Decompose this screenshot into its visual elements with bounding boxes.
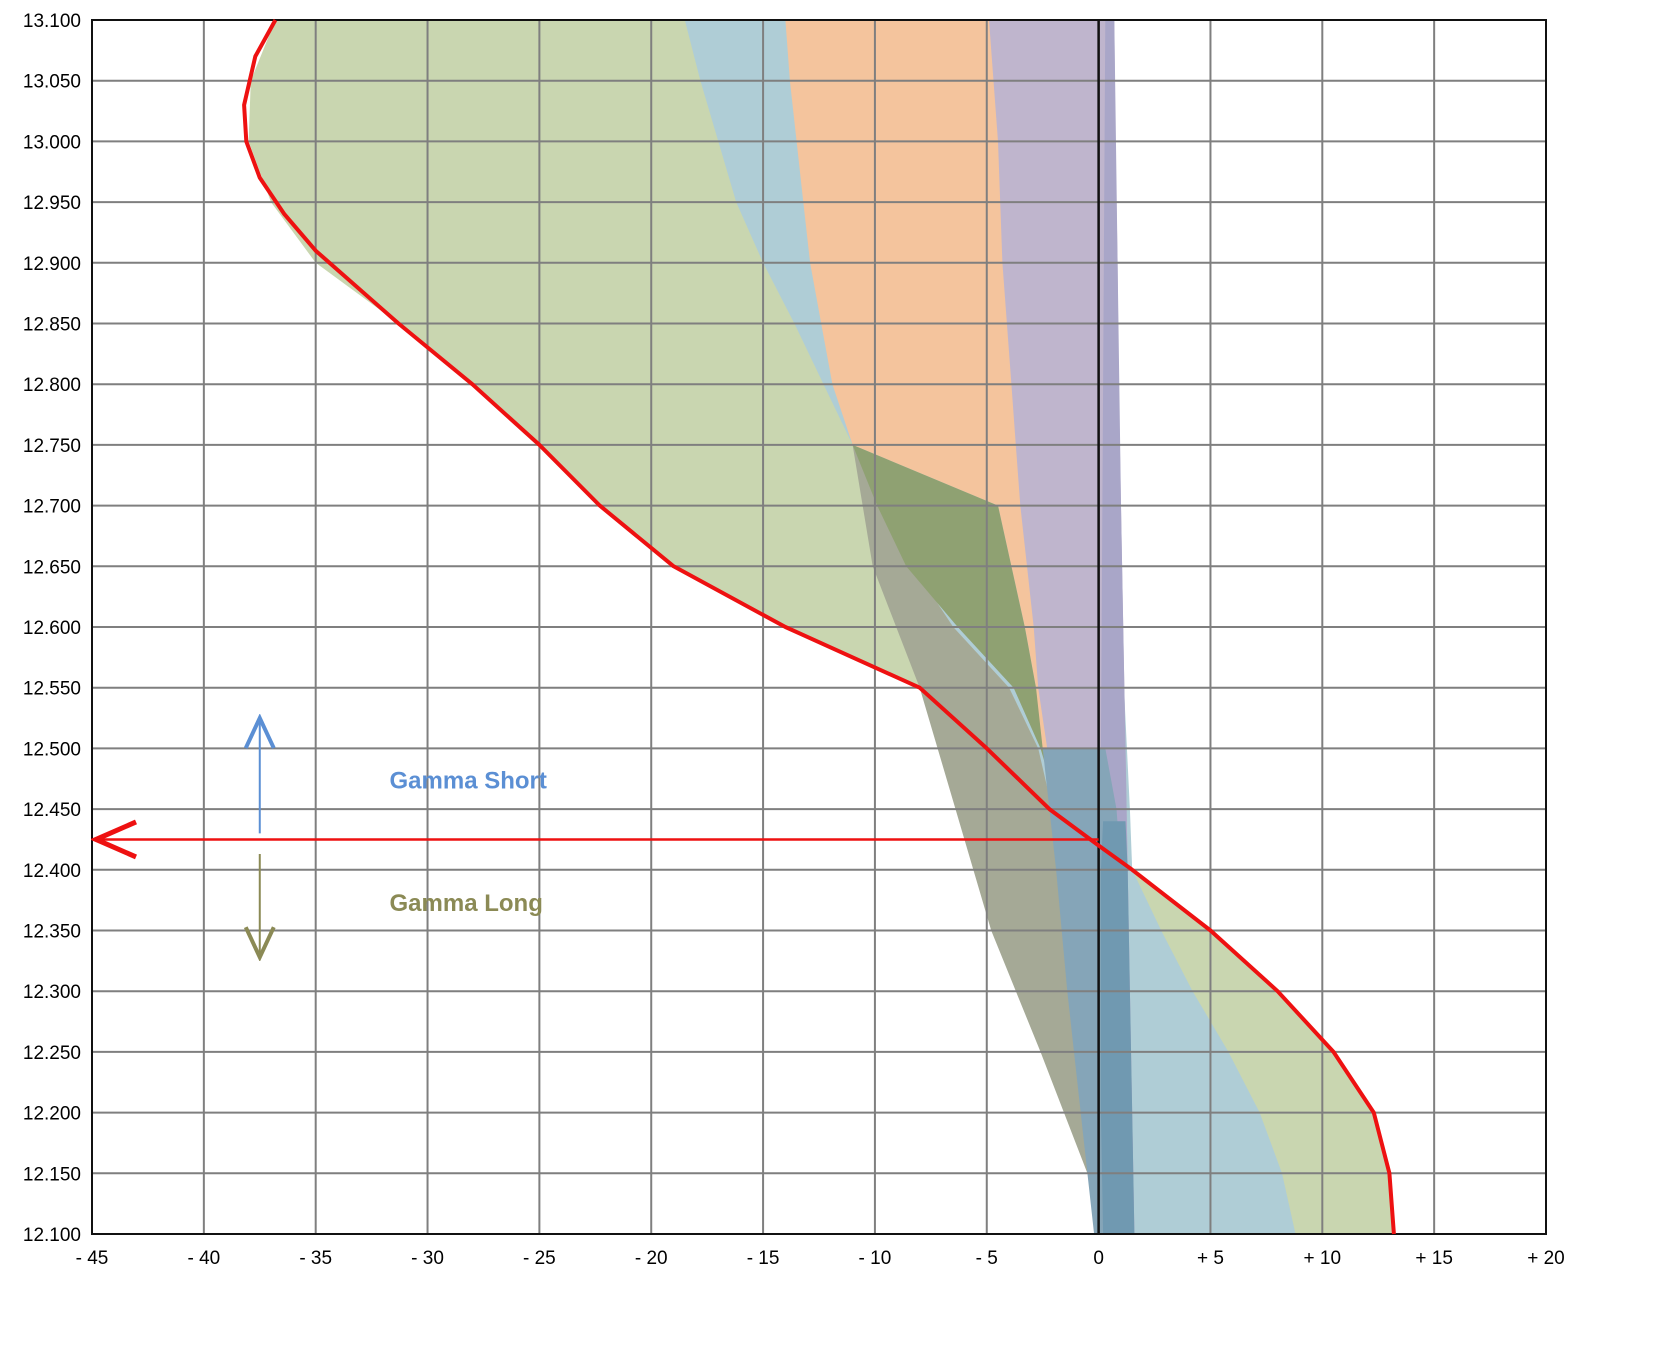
x-tick-label: - 45 [76,1248,109,1269]
x-tick-label: - 10 [859,1248,892,1269]
x-tick-label: - 25 [523,1248,556,1269]
grid-lines [91,19,1547,1235]
y-tick-label: 12.700 [23,497,81,518]
x-tick-label: + 20 [1527,1248,1565,1269]
y-tick-label: 12.100 [23,1225,81,1246]
x-tick-label: - 20 [635,1248,668,1269]
y-tick-label: 13.100 [23,11,81,32]
x-tick-label: + 5 [1197,1248,1224,1269]
y-tick-label: 12.900 [23,254,81,275]
x-tick-label: + 15 [1415,1248,1453,1269]
x-tick-label: - 30 [411,1248,444,1269]
y-axis-tick-labels: 12.100 12.150 12.200 12.250 12.300 12.350 12.4… [23,11,81,1246]
y-tick-label: 12.800 [23,375,81,396]
gamma-long-label: Gamma Long [390,890,543,917]
pnl-curve [242,19,1396,1235]
y-tick-label: 12.200 [23,1104,81,1125]
y-tick-label: 12.350 [23,922,81,943]
x-tick-label: - 5 [976,1248,998,1269]
area-band-9 [1100,821,1135,1234]
y-tick-label: 12.600 [23,618,81,639]
y-tick-label: 12.750 [23,436,81,457]
x-tick-label: - 35 [299,1248,332,1269]
y-tick-label: 12.650 [23,557,81,578]
y-tick-label: 12.450 [23,800,81,821]
x-tick-label: - 40 [187,1248,220,1269]
y-tick-label: 12.500 [23,739,81,760]
x-tick-label: - 15 [747,1248,780,1269]
y-tick-label: 13.050 [23,72,81,93]
gamma-short-label: Gamma Short [390,767,547,794]
y-tick-label: 12.300 [23,982,81,1003]
x-tick-label: 0 [1093,1248,1104,1269]
y-tick-label: 13.000 [23,132,81,153]
y-tick-label: 12.250 [23,1043,81,1064]
plot-frame [91,19,1547,1235]
x-axis-tick-labels: - 45 - 40 - 35 - 30 - 25 - 20 - 15 - 10 - 5 0 + 5 +… [76,1248,1565,1269]
y-tick-label: 12.400 [23,861,81,882]
y-tick-label: 12.550 [23,679,81,700]
y-tick-label: 12.850 [23,315,81,336]
y-tick-label: 12.950 [23,193,81,214]
y-tick-label: 12.150 [23,1164,81,1185]
x-tick-label: + 10 [1304,1248,1342,1269]
